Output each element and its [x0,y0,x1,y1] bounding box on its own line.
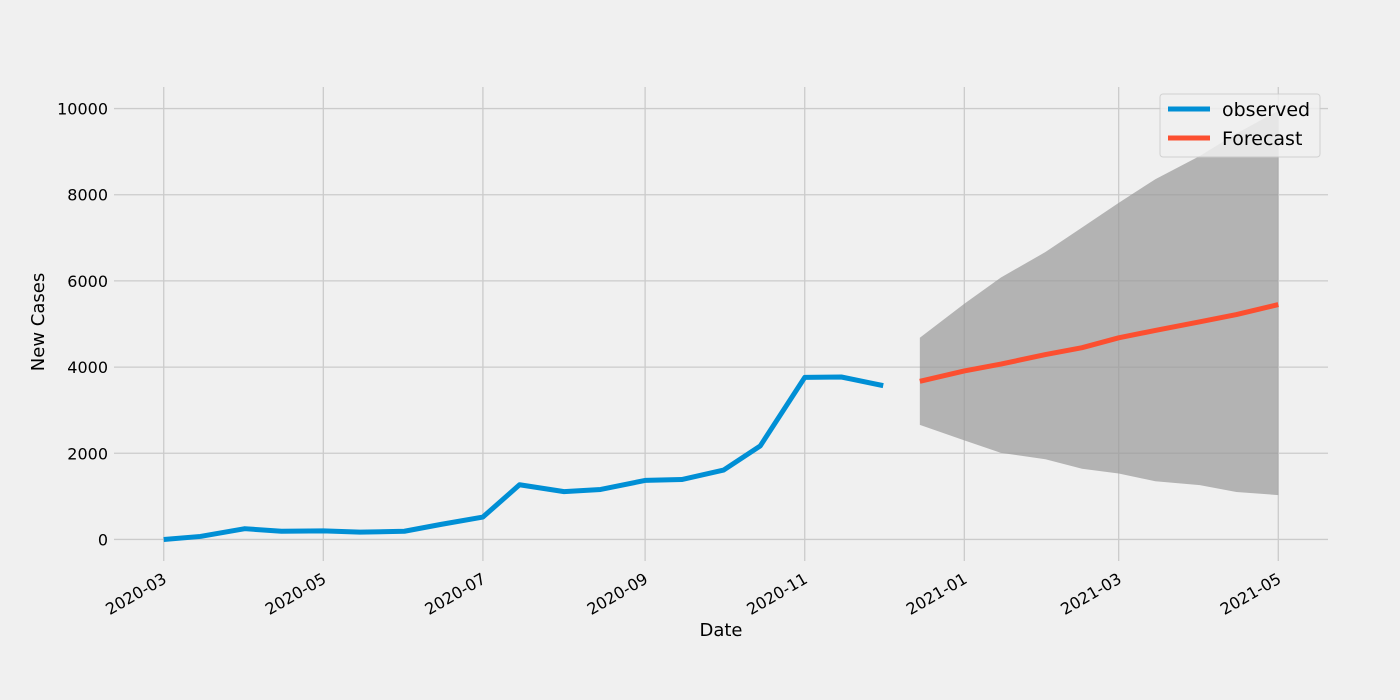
confidence-band-layer [919,110,1279,496]
x-tick-label: 2021-05 [1217,569,1284,619]
series-lines [163,302,1279,542]
x-tick-label: 2021-01 [903,569,970,619]
y-tick-label: 6000 [67,272,108,291]
x-tick-label: 2020-11 [743,569,810,619]
legend-label-observed: observed [1222,99,1310,121]
legend: observed Forecast [1159,93,1321,158]
y-tick-label: 10000 [57,100,108,119]
x-tick-label: 2020-09 [584,569,651,619]
y-tick-label: 0 [98,530,108,549]
legend-label-forecast: Forecast [1222,128,1302,150]
x-tick-label: 2020-05 [262,569,329,619]
y-tick-label: 8000 [67,186,108,205]
x-tick-label: 2020-03 [102,569,169,619]
y-axis-ticks: 0 2000 4000 6000 8000 10000 [57,100,108,550]
confidence-band [919,110,1279,496]
x-axis-label: Date [699,620,742,641]
x-axis-ticks: 2020-03 2020-05 2020-07 2020-09 2020-11 2021-… [102,569,1284,619]
y-axis-label: New Cases [28,273,49,371]
x-tick-label: 2020-07 [422,569,489,619]
y-tick-label: 4000 [67,358,108,377]
x-tick-label: 2021-03 [1057,569,1124,619]
y-tick-label: 2000 [67,444,108,463]
series-line-observed [163,374,884,542]
series-line-forecast [919,302,1279,384]
